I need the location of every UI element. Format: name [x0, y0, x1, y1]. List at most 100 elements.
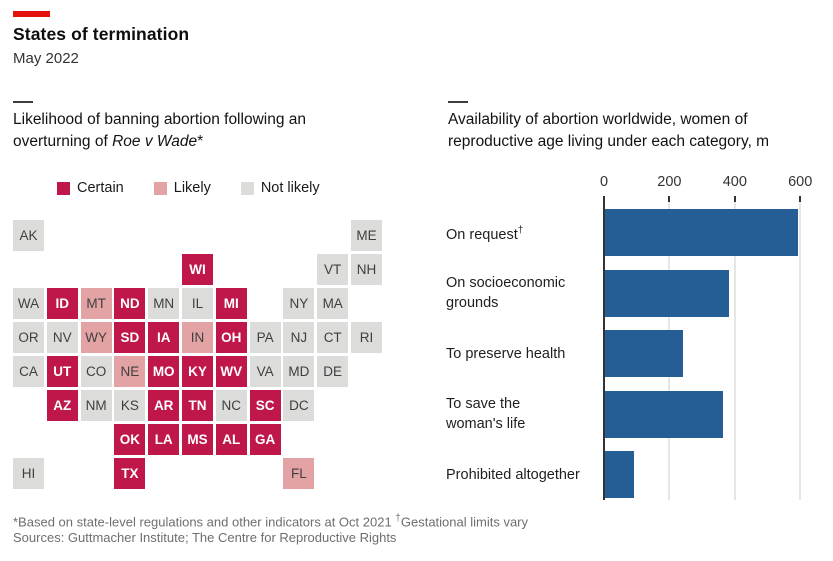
- state-tile-pa: PA: [249, 322, 281, 353]
- state-tile-nc: NC: [215, 390, 247, 421]
- state-tile-tn: TN: [182, 390, 213, 421]
- footnote-asterisk-text: *Based on state-level regulations and ot…: [13, 514, 396, 530]
- state-tile-wv: WV: [215, 356, 247, 387]
- state-tile-tx: TX: [114, 458, 146, 489]
- bar-category-label: To save the woman's life: [446, 391, 598, 438]
- legend-item-certain: Certain: [57, 180, 124, 196]
- dagger-symbol: †: [517, 224, 524, 236]
- state-tile-co: CO: [80, 356, 112, 387]
- state-tile-ok: OK: [114, 424, 146, 455]
- state-tile-il: IL: [182, 288, 213, 319]
- bar-on-socioeconomic: [605, 269, 730, 317]
- state-tile-al: AL: [215, 424, 247, 455]
- gridline: [733, 202, 736, 500]
- state-tile-nh: NH: [351, 254, 382, 285]
- right-panel-dash: [448, 101, 468, 103]
- state-tile-me: ME: [351, 220, 382, 251]
- x-axis-tick-mark: [603, 196, 605, 202]
- left-panel-title: Likelihood of banning abortion following…: [13, 109, 403, 152]
- right-title-line1: Availability of abortion worldwide, wome…: [448, 111, 748, 128]
- bar-label-line: On socioeconomic: [446, 275, 566, 291]
- state-tile-vt: VT: [317, 254, 349, 285]
- state-tile-mn: MN: [148, 288, 180, 319]
- state-tile-hi: HI: [13, 458, 44, 489]
- state-tile-nm: NM: [80, 390, 112, 421]
- state-tile-ga: GA: [249, 424, 281, 455]
- state-tile-in: IN: [182, 322, 213, 353]
- state-tile-wa: WA: [13, 288, 44, 319]
- state-tile-az: AZ: [46, 390, 78, 421]
- right-title-line2: reproductive age living under each categ…: [448, 132, 770, 150]
- legend-swatch-likely: [153, 181, 167, 195]
- bar-label-line: To save the: [446, 396, 521, 412]
- state-tile-va: VA: [249, 356, 281, 387]
- legend-swatch-certain: [57, 181, 70, 195]
- state-tile-oh: OH: [215, 322, 247, 353]
- sources-line: Sources: Guttmacher Institute; The Centr…: [13, 530, 397, 546]
- bar-to-preserve-health: [605, 330, 684, 377]
- bar-label-line: woman's life: [446, 416, 526, 432]
- state-tile-mo: MO: [148, 356, 180, 387]
- bar-on-request: [605, 209, 798, 256]
- page-subtitle: May 2022: [13, 50, 79, 67]
- x-axis-tick-mark: [668, 196, 671, 202]
- state-tile-nv: NV: [46, 322, 78, 353]
- bar-category-label: Prohibited altogether: [446, 451, 598, 498]
- x-axis-tick-label: 600: [788, 174, 813, 190]
- state-tile-dc: DC: [283, 390, 315, 421]
- bar-label-line: On request†: [446, 224, 524, 243]
- footnotes: *Based on state-level regulations and ot…: [13, 511, 528, 546]
- state-tile-ky: KY: [182, 356, 213, 387]
- x-axis-tick-label: 400: [722, 174, 747, 190]
- bar-category-label: To preserve health: [446, 330, 598, 377]
- state-tile-sd: SD: [114, 322, 146, 353]
- state-tile-la: LA: [148, 424, 180, 455]
- page-title: States of termination: [13, 24, 190, 44]
- state-tile-ct: CT: [317, 322, 349, 353]
- dagger-symbol: †: [395, 513, 401, 524]
- state-tile-wy: WY: [80, 322, 112, 353]
- state-tile-ut: UT: [46, 356, 78, 387]
- legend-swatch-not-likely: [240, 181, 254, 195]
- state-tile-ny: NY: [283, 288, 315, 319]
- state-tile-md: MD: [283, 356, 315, 387]
- state-tile-ar: AR: [148, 390, 180, 421]
- left-title-line2-prefix: overturning of: [13, 132, 113, 150]
- bar-category-label: On request†: [446, 209, 598, 256]
- us-state-tile-map: AK ME WI VT NH WA ID MT ND MN IL MI NY MA OR NV WY SD IA IN…: [13, 220, 403, 495]
- x-axis-tick-label: 0: [599, 174, 609, 190]
- state-tile-ne: NE: [114, 356, 146, 387]
- x-axis-tick-label: 200: [657, 174, 682, 190]
- state-tile-ms: MS: [182, 424, 213, 455]
- state-tile-ak: AK: [13, 220, 44, 251]
- y-axis-line: [603, 202, 605, 500]
- state-tile-ma: MA: [317, 288, 349, 319]
- left-panel-dash: [13, 101, 33, 103]
- state-tile-ia: IA: [148, 322, 180, 353]
- state-tile-ca: CA: [13, 356, 44, 387]
- footnote-dagger-text: Gestational limits vary: [400, 514, 529, 530]
- legend-item-not-likely: Not likely: [240, 180, 320, 196]
- state-tile-mt: MT: [80, 288, 112, 319]
- state-tile-nj: NJ: [283, 322, 315, 353]
- state-tile-sc: SC: [249, 390, 281, 421]
- bar-label-line: grounds: [446, 295, 499, 311]
- state-tile-ri: RI: [351, 322, 382, 353]
- x-axis-tick-mark: [799, 196, 802, 202]
- legend-label-not-likely: Not likely: [260, 180, 320, 196]
- right-panel-title: Availability of abortion worldwide, wome…: [448, 109, 833, 152]
- left-title-line1: Likelihood of banning abortion following…: [13, 111, 306, 128]
- bar-prohibited-altogether: [605, 451, 635, 498]
- state-tile-de: DE: [317, 356, 349, 387]
- state-tile-nd: ND: [114, 288, 146, 319]
- legend-label-likely: Likely: [173, 180, 211, 196]
- state-tile-ks: KS: [114, 390, 146, 421]
- x-axis-tick-mark: [733, 196, 736, 202]
- bar-category-label: On socioeconomic grounds: [446, 270, 598, 317]
- left-title-asterisk: *: [197, 132, 204, 150]
- map-legend: Certain Likely Not likely: [57, 180, 320, 196]
- state-tile-id: ID: [46, 288, 78, 319]
- gridline: [799, 202, 802, 500]
